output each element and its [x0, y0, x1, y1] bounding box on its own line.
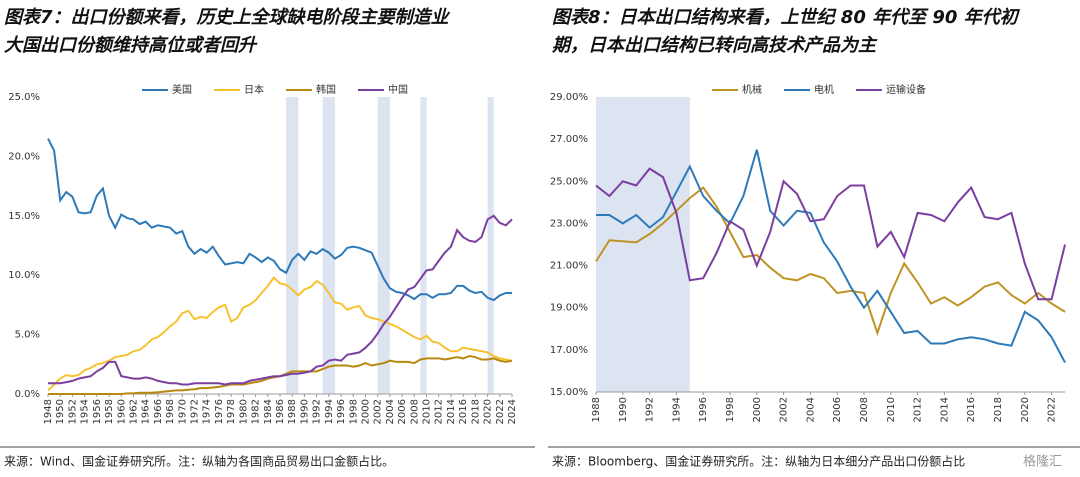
x-tick-label: 1980 — [238, 399, 249, 424]
y-tick-label: 20.0% — [8, 151, 40, 162]
x-tick-label: 1994 — [671, 397, 682, 422]
y-tick-label: 17.00% — [550, 345, 588, 356]
legend-label: 美国 — [172, 83, 192, 96]
x-tick-label: 1984 — [263, 399, 274, 424]
chart-title: 图表7：出口份额来看，历史上全球缺电阶段主要制造业 — [4, 7, 451, 28]
x-tick-label: 2008 — [859, 397, 870, 422]
x-tick-label: 1992 — [312, 399, 323, 424]
x-tick-label: 2012 — [434, 399, 445, 424]
x-tick-label: 1998 — [348, 399, 359, 424]
chart-title: 图表8：日本出口结构来看，上世纪 80 年代至 90 年代初 — [552, 7, 1021, 28]
x-tick-label: 1996 — [698, 397, 709, 422]
legend-label: 日本 — [244, 83, 264, 96]
x-tick-label: 1964 — [141, 399, 152, 424]
x-tick-label: 1990 — [299, 399, 310, 424]
x-tick-label: 1978 — [226, 399, 237, 424]
x-tick-label: 2006 — [832, 397, 843, 422]
x-tick-label: 2010 — [422, 399, 433, 424]
x-tick-label: 1996 — [336, 399, 347, 424]
x-tick-label: 2008 — [409, 399, 420, 424]
x-tick-label: 1962 — [128, 399, 139, 424]
x-tick-label: 1968 — [165, 399, 176, 424]
y-tick-label: 23.00% — [550, 218, 588, 229]
source-note: 来源：Bloomberg、国金证券研究所。注：纵轴为日本细分产品出口份额占比 — [552, 454, 965, 469]
x-tick-label: 2022 — [1047, 397, 1058, 422]
legend-label: 韩国 — [316, 83, 336, 96]
shaded-period — [322, 97, 335, 394]
legend-label: 中国 — [388, 83, 408, 96]
shaded-period — [286, 97, 299, 394]
x-tick-label: 1950 — [55, 399, 66, 424]
x-tick-label: 2020 — [1020, 397, 1031, 422]
series-line — [596, 149, 1066, 363]
x-tick-label: 1988 — [287, 399, 298, 424]
source-note: 来源：Wind、国金证券研究所。注：纵轴为各国商品贸易出口金额占比。 — [4, 454, 394, 469]
y-tick-label: 15.0% — [8, 211, 40, 222]
y-tick-label: 5.0% — [15, 330, 40, 341]
x-tick-label: 2020 — [483, 399, 494, 424]
shaded-period — [420, 97, 427, 394]
x-tick-label: 2000 — [752, 397, 763, 422]
series-line — [48, 354, 513, 395]
y-tick-label: 25.0% — [8, 92, 40, 103]
x-tick-label: 1992 — [645, 397, 656, 422]
chart-title: 期，日本出口结构已转向高技术产品为主 — [551, 35, 878, 56]
x-tick-label: 2004 — [805, 397, 816, 422]
x-tick-label: 1982 — [251, 399, 262, 424]
x-tick-label: 2014 — [446, 399, 457, 424]
y-tick-label: 15.00% — [550, 387, 588, 398]
shaded-period — [377, 97, 390, 394]
x-tick-label: 2002 — [373, 399, 384, 424]
legend-label: 机械 — [742, 83, 762, 96]
series-line — [595, 167, 1066, 301]
y-tick-label: 27.00% — [550, 134, 588, 145]
x-tick-label: 1986 — [275, 399, 286, 424]
x-tick-label: 2014 — [939, 397, 950, 422]
x-tick-label: 2024 — [507, 399, 518, 424]
x-tick-label: 1998 — [725, 397, 736, 422]
x-tick-label: 2022 — [495, 399, 506, 424]
watermark: 格隆汇 — [1023, 454, 1062, 470]
shaded-period — [596, 97, 690, 392]
series-line — [47, 138, 512, 302]
x-tick-label: 1988 — [591, 397, 602, 422]
series-line — [47, 276, 513, 392]
y-tick-label: 0.0% — [15, 389, 40, 400]
y-tick-label: 25.00% — [550, 176, 588, 187]
x-tick-label: 1976 — [214, 399, 225, 424]
series-line — [595, 186, 1066, 337]
x-tick-label: 1994 — [324, 399, 335, 424]
x-tick-label: 1972 — [190, 399, 201, 424]
x-tick-label: 1952 — [67, 399, 78, 424]
x-tick-label: 2016 — [966, 397, 977, 422]
shaded-period — [487, 97, 494, 394]
y-tick-label: 21.00% — [550, 261, 588, 272]
x-tick-label: 1948 — [43, 399, 54, 424]
x-tick-label: 2000 — [360, 399, 371, 424]
x-tick-label: 1960 — [116, 399, 127, 424]
x-tick-label: 1958 — [104, 399, 115, 424]
x-tick-label: 2018 — [470, 399, 481, 424]
x-tick-label: 2012 — [913, 397, 924, 422]
x-tick-label: 1966 — [153, 399, 164, 424]
series-line — [48, 214, 513, 386]
x-tick-label: 2004 — [385, 399, 396, 424]
y-tick-label: 19.00% — [550, 303, 588, 314]
legend-label: 电机 — [814, 83, 834, 96]
x-tick-label: 2010 — [886, 397, 897, 422]
chart-title: 大国出口份额维持高位或者回升 — [4, 35, 258, 56]
x-tick-label: 2016 — [458, 399, 469, 424]
y-tick-label: 10.0% — [8, 270, 40, 281]
x-tick-label: 1954 — [80, 399, 91, 424]
y-tick-label: 29.00% — [550, 92, 588, 103]
x-tick-label: 2006 — [397, 399, 408, 424]
legend-label: 运输设备 — [886, 83, 926, 96]
x-tick-label: 1974 — [202, 399, 213, 424]
x-tick-label: 2002 — [779, 397, 790, 422]
x-tick-label: 1970 — [177, 399, 188, 424]
x-tick-label: 1990 — [618, 397, 629, 422]
x-tick-label: 1956 — [92, 399, 103, 424]
x-tick-label: 2018 — [993, 397, 1004, 422]
